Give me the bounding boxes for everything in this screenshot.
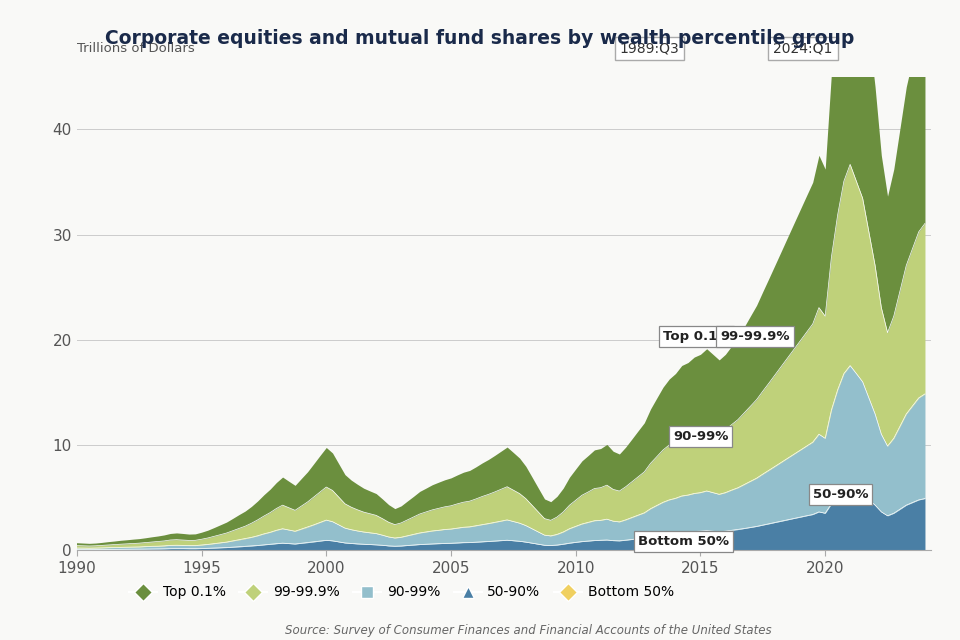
Text: 2024:Q1: 2024:Q1 (774, 42, 832, 56)
Text: Trillions of Dollars: Trillions of Dollars (77, 42, 195, 56)
Legend: Top 0.1%, 99-99.9%, 90-99%, 50-90%, Bottom 50%: Top 0.1%, 99-99.9%, 90-99%, 50-90%, Bott… (124, 580, 680, 605)
Text: 99-99.9%: 99-99.9% (720, 330, 790, 343)
Text: Bottom 50%: Bottom 50% (638, 535, 729, 548)
Text: Corporate equities and mutual fund shares by wealth percentile group: Corporate equities and mutual fund share… (106, 29, 854, 48)
Text: Top 0.1%: Top 0.1% (663, 330, 731, 343)
Text: 90-99%: 90-99% (673, 430, 729, 443)
Text: 1989:Q3: 1989:Q3 (619, 42, 679, 56)
Text: Source: Survey of Consumer Finances and Financial Accounts of the United States: Source: Survey of Consumer Finances and … (285, 624, 771, 637)
Text: 50-90%: 50-90% (813, 488, 868, 500)
